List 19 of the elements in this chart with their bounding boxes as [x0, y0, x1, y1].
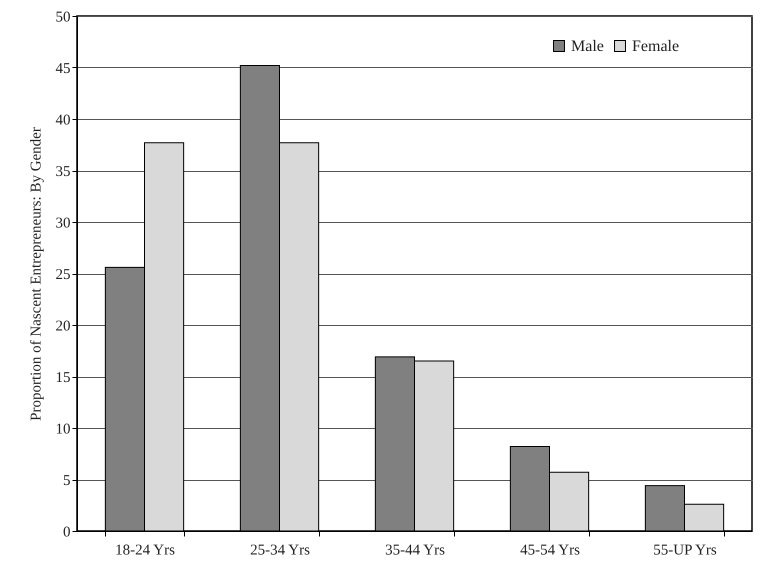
y-tick-label: 45 [56, 61, 70, 77]
y-tick-label: 0 [63, 524, 70, 540]
y-tick-label: 15 [56, 370, 70, 386]
x-tick-label: 25-34 Yrs [250, 542, 310, 558]
x-tick-label: 55-UP Yrs [653, 542, 717, 558]
x-tick-label: 18-24 Yrs [115, 542, 176, 558]
y-tick-label: 35 [56, 164, 70, 180]
y-tick-label: 20 [56, 318, 70, 334]
x-tick-label: 35-44 Yrs [385, 542, 446, 558]
y-tick-label: 40 [56, 112, 70, 128]
y-tick-label: 10 [56, 422, 70, 438]
y-tick-label: 30 [56, 216, 70, 232]
x-tick-label: 45-54 Yrs [520, 542, 580, 558]
legend-label: Female [632, 38, 680, 55]
y-tick-label: 50 [56, 10, 70, 26]
y-tick-label: 25 [56, 267, 70, 283]
y-tick-label: 5 [63, 473, 70, 489]
y-axis-title: Proportion of Nascent Entrepreneurs: By Gender [28, 127, 44, 421]
legend-label: Male [571, 38, 604, 55]
